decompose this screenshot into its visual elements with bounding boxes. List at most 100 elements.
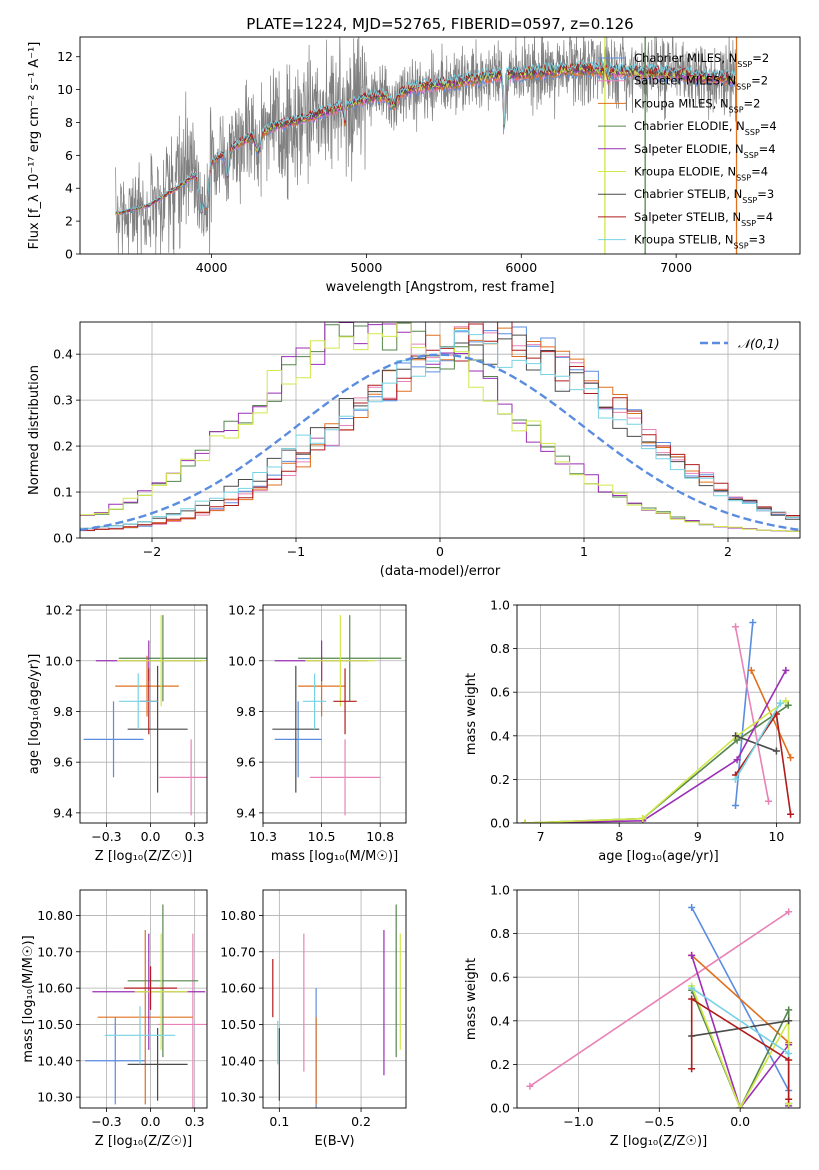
spectrum-axes: 4000 5000 6000 7000 0 2 4 6 8 10 12 wavelength [Ang… [27, 36, 801, 295]
errorbar-point-1 [157, 933, 207, 1108]
weight-series-1 [732, 623, 773, 805]
weight-series-7 [688, 995, 793, 1103]
x-tick-label: −1 [287, 544, 305, 559]
x-axis-label: (data-model)/error [380, 564, 501, 579]
y-tick-label: 0.8 [490, 641, 510, 656]
mass-vs-ebv-frame [262, 889, 407, 1109]
errorbar-point-0 [83, 701, 144, 778]
y-tick-label: 9.6 [53, 755, 73, 770]
weight-marker [782, 666, 790, 674]
x-axis-label: Z [log₁₀(Z/Z☉)] [610, 1134, 707, 1149]
errorbar-point-3 [127, 904, 199, 1058]
weight-marker [787, 810, 795, 818]
age-vs-metallicity-plot-area [83, 615, 207, 816]
x-tick-label: 7000 [660, 260, 692, 275]
errorbar-point-5 [117, 615, 206, 707]
x-tick-label: 2 [724, 544, 732, 559]
spectrum-plot-area [115, 37, 738, 254]
y-tick-label: 0.3 [53, 393, 73, 408]
y-tick-label: 1.0 [490, 598, 510, 613]
weight-marker [785, 1006, 793, 1014]
weight-marker [776, 699, 784, 707]
x-tick-label: 0.0 [141, 829, 161, 844]
y-tick-label: 0.8 [490, 926, 510, 941]
y-tick-label: 6 [65, 148, 73, 163]
y-tick-label: 0.6 [490, 685, 510, 700]
y-tick-label: 10.30 [220, 1090, 256, 1105]
x-tick-label: 0.3 [185, 829, 205, 844]
age-vs-mass-frame [262, 604, 407, 824]
y-tick-label: 10.70 [220, 944, 256, 959]
weight-marker [785, 1050, 793, 1057]
x-tick-label: −0.3 [91, 829, 121, 844]
legend-label: 𝒩(0,1) [738, 336, 780, 351]
weight-line [750, 670, 792, 758]
x-tick-label: 0.0 [141, 1114, 161, 1129]
weight-marker [736, 1104, 744, 1108]
mass-weight-vs-metallicity-axes: −1.0 −0.5 0.0 0.0 0.2 0.4 0.6 0.8 1.0 Z [log₁₀(Z/… [464, 883, 801, 1149]
weight-marker [785, 1095, 793, 1103]
mass-vs-metallicity-frame [79, 889, 208, 1109]
errorbar-point-6 [272, 665, 320, 793]
y-tick-label: 10.0 [228, 653, 256, 668]
x-tick-label: 0.0 [730, 1114, 750, 1129]
x-tick-label: 10.3 [249, 829, 277, 844]
x-axis-label: mass [log₁₀(M/M☉)] [271, 849, 398, 864]
weight-marker [765, 797, 773, 805]
y-tick-label: 10.2 [45, 603, 73, 618]
y-tick-label: 0.2 [490, 1057, 510, 1072]
y-tick-label: 9.4 [236, 805, 256, 820]
errorbar-point-1 [159, 739, 207, 816]
x-tick-label: 9 [694, 829, 702, 844]
y-tick-label: 0.4 [490, 1013, 510, 1028]
x-tick-label: −0.3 [91, 1114, 121, 1129]
x-tick-label: −1.0 [563, 1114, 593, 1129]
weight-line [734, 626, 770, 802]
weight-marker [749, 618, 757, 626]
y-tick-label: 0.0 [490, 1101, 510, 1116]
errorbar-point-5 [305, 615, 376, 707]
y-tick-label: 0.2 [53, 439, 73, 454]
weight-series-1 [526, 908, 793, 1090]
weight-marker [782, 697, 790, 705]
legend-label: Chabrier STELIB, NSSP=3 [634, 187, 774, 205]
residual-histogram-3 [80, 322, 800, 532]
legend-label: Chabrier ELODIE, NSSP=4 [634, 119, 777, 137]
weight-marker [732, 775, 740, 783]
x-axis-label: Z [log₁₀(Z/Z☉)] [95, 1134, 192, 1149]
errorbar-point-3 [298, 615, 402, 702]
y-axis-label: mass [log₁₀(M/M☉)] [21, 935, 36, 1062]
legend-label: Chabrier MILES, NSSP=2 [634, 51, 769, 69]
age-vs-mass-plot-area [272, 615, 402, 816]
x-tick-label: 1 [580, 544, 588, 559]
y-axis-label: Normed distribution [27, 365, 42, 495]
legend-label: Salpeter MILES, NSSP=2 [634, 74, 768, 92]
x-tick-label: 5000 [351, 260, 383, 275]
y-tick-label: 10.2 [228, 603, 256, 618]
y-tick-label: 10.50 [37, 1017, 73, 1032]
x-axis-label: wavelength [Angstrom, rest frame] [326, 280, 555, 295]
residual-histogram-frame [79, 321, 801, 539]
weight-marker [785, 908, 793, 916]
x-tick-label: 7 [537, 829, 545, 844]
y-tick-label: 0.1 [53, 485, 73, 500]
y-tick-label: 10.70 [37, 944, 73, 959]
y-tick-label: 8 [65, 115, 73, 130]
y-tick-label: 10.40 [37, 1053, 73, 1068]
age-vs-mass-axes: 10.3 10.5 10.8 9.4 9.6 9.8 10.0 10.2 mass [log₁₀… [228, 603, 407, 864]
x-axis-label: E(B-V) [314, 1134, 354, 1149]
y-tick-label: 10.60 [37, 981, 73, 996]
errorbar-point-8 [302, 673, 327, 730]
y-tick-label: 1.0 [490, 883, 510, 898]
weight-marker [732, 623, 740, 631]
y-tick-label: 0.0 [53, 531, 73, 546]
errorbar-point-0 [85, 1017, 146, 1105]
weight-marker [733, 756, 741, 764]
x-tick-label: 8 [615, 829, 623, 844]
weight-series-8 [688, 984, 793, 1057]
mass-vs-ebv-plot-area [272, 904, 401, 1108]
x-axis-label: Z [log₁₀(Z/Z☉)] [95, 849, 192, 864]
weight-line [529, 911, 790, 1087]
figure-title: PLATE=1224, MJD=52765, FIBERID=0597, z=0… [246, 15, 633, 33]
